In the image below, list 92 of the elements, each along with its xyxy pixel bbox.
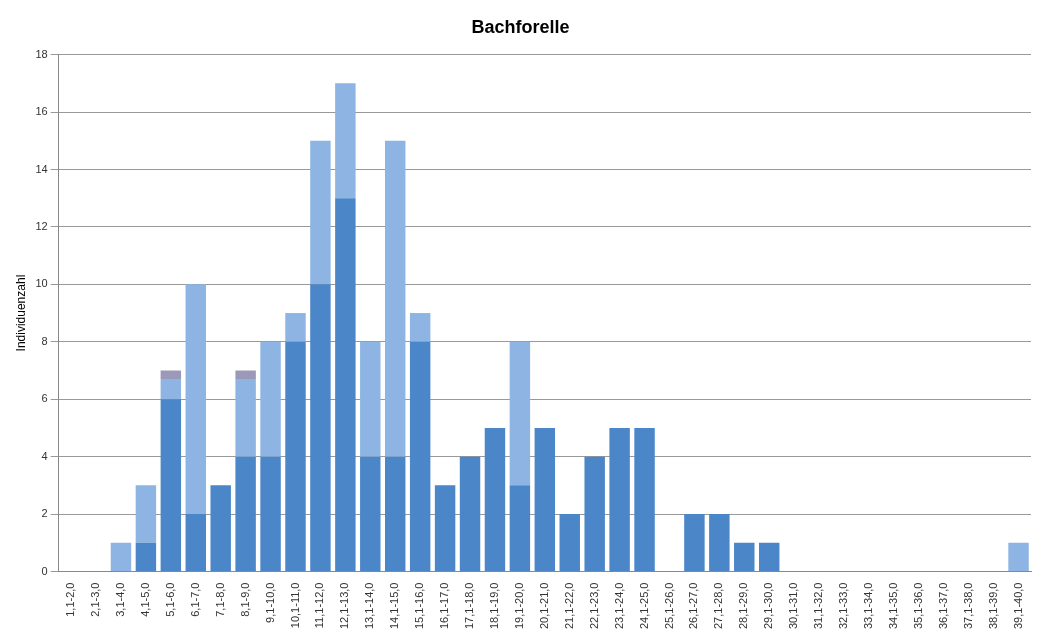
x-tick-label: 11,1-12,0: [313, 582, 326, 629]
bar: [360, 341, 381, 457]
y-tick-label: 6: [41, 392, 48, 405]
bar: [709, 514, 730, 572]
y-tick-label: 16: [35, 105, 48, 118]
x-tick-label: 22,1-23,0: [587, 582, 600, 629]
bar: [734, 542, 755, 572]
y-tick-label: 18: [35, 47, 48, 60]
x-tick-label: 3,1-4,0: [114, 582, 126, 617]
bar: [160, 399, 182, 572]
x-tick-label: 4,1-5,0: [138, 582, 151, 617]
bar: [110, 542, 132, 572]
x-tick-label: 30,1-31,0: [787, 582, 800, 629]
x-tick-label: 20,1-21,0: [537, 582, 550, 629]
bar: [509, 341, 531, 486]
bar: [310, 284, 331, 572]
x-tick-label: 6,1-7,0: [188, 582, 201, 617]
x-tick-label: 17,1-18,0: [463, 582, 476, 629]
x-tick-label: 13,1-14,0: [363, 582, 376, 629]
x-tick-label: 14,1-15,0: [388, 582, 401, 629]
x-tick-label: 10,1-11,0: [288, 582, 301, 629]
bar: [385, 456, 406, 572]
y-tick-label: 8: [41, 334, 48, 347]
x-tick-label: 27,1-28,0: [712, 582, 725, 629]
x-tick-label: 2,1-3,0: [89, 582, 102, 617]
x-tick-label: 37,1-38,0: [961, 582, 974, 629]
x-tick-label: 28,1-29,0: [737, 582, 750, 629]
x-tick-label: 1,1-2,0: [64, 582, 77, 617]
x-tick-label: 9,1-10,0: [263, 582, 276, 623]
y-tick-label: 0: [41, 564, 48, 577]
x-tick-label: 5,1-6,0: [163, 582, 176, 617]
x-tick-label: 29,1-30,0: [762, 582, 775, 629]
x-tick-label: 38,1-39,0: [986, 582, 999, 629]
bar: [609, 427, 630, 572]
x-tick-label: 12,1-13,0: [338, 582, 351, 629]
y-tick-label: 12: [35, 219, 48, 232]
bar: [210, 485, 231, 572]
bar: [434, 485, 456, 572]
bar: [1008, 542, 1029, 572]
bar: [459, 456, 481, 572]
x-tick-label: 39,1-40,0: [1011, 582, 1024, 629]
bar: [534, 427, 556, 572]
bar: [135, 485, 157, 543]
bar: [409, 313, 431, 342]
bar: [160, 370, 182, 380]
y-tick-label: 2: [41, 507, 48, 520]
bar: [335, 198, 356, 572]
bar: [360, 456, 381, 572]
bar: [260, 456, 281, 572]
y-tick-label: 14: [35, 162, 48, 175]
bar: [160, 379, 182, 400]
bar: [684, 514, 705, 572]
bar: [634, 427, 655, 572]
x-tick-label: 31,1-32,0: [812, 582, 825, 629]
x-tick-label: 35,1-36,0: [911, 582, 924, 629]
x-tick-label: 33,1-34,0: [861, 582, 874, 629]
bar: [235, 456, 256, 572]
bar: [185, 514, 206, 572]
bar: [235, 370, 256, 380]
x-tick-label: 21,1-22,0: [562, 582, 575, 629]
x-tick-label: 19,1-20,0: [512, 582, 525, 629]
bar: [285, 313, 306, 342]
bar: [758, 542, 780, 572]
x-tick-label: 26,1-27,0: [687, 582, 700, 629]
bar: [135, 542, 157, 572]
y-tick-label: 4: [41, 449, 48, 462]
bar: [285, 341, 306, 572]
x-tick-label: 25,1-26,0: [662, 582, 675, 629]
chart-title: Bachforelle: [471, 16, 570, 37]
x-tick-label: 8,1-9,0: [238, 582, 251, 617]
x-tick-label: 36,1-37,0: [936, 582, 949, 629]
bar: [335, 83, 356, 199]
x-tick-label: 24,1-25,0: [637, 582, 650, 629]
x-tick-label: 16,1-17,0: [438, 582, 451, 629]
bar: [260, 341, 281, 457]
bar: [584, 456, 605, 572]
bar: [310, 140, 331, 285]
bar: [385, 140, 406, 457]
bar: [235, 379, 256, 457]
x-tick-label: 32,1-33,0: [837, 582, 850, 629]
bar: [185, 284, 206, 515]
bar: [484, 427, 506, 572]
bar: [509, 485, 531, 572]
bar: [559, 514, 580, 572]
x-tick-label: 18,1-19,0: [487, 582, 500, 629]
x-tick-label: 23,1-24,0: [612, 582, 625, 629]
x-tick-label: 7,1-8,0: [213, 582, 226, 617]
bar: [409, 341, 431, 572]
y-tick-label: 10: [35, 277, 48, 290]
x-tick-label: 15,1-16,0: [413, 582, 426, 629]
y-axis-title: Individuenzahl: [13, 274, 28, 352]
x-tick-label: 34,1-35,0: [886, 582, 899, 629]
